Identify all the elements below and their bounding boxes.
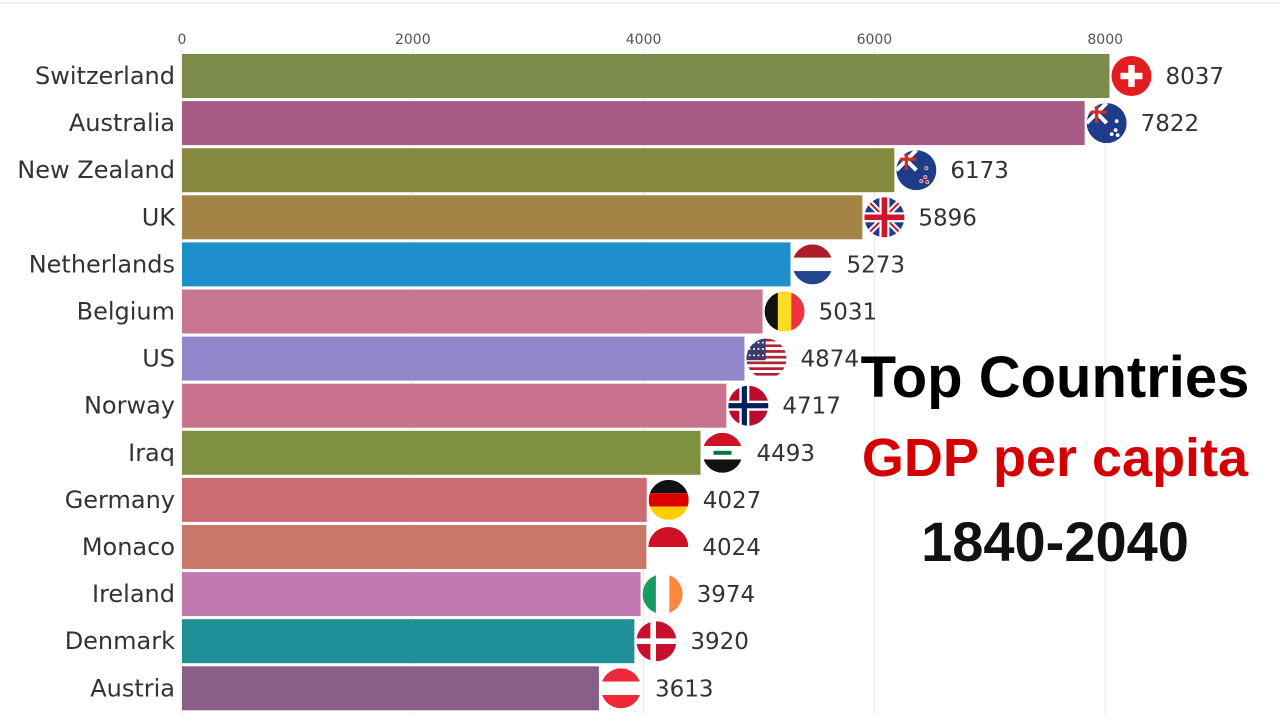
value-label: 4493	[756, 441, 815, 467]
bar-row: Denmark 3920	[65, 619, 749, 664]
bar-row: Netherlands 5273	[29, 242, 906, 287]
category-label: Netherlands	[29, 250, 175, 278]
bars: Switzerland 8037 Australia 7822 New Zealand 6…	[17, 54, 1224, 711]
flag-denmark-icon	[636, 621, 677, 662]
bar-row: Ireland 3974	[92, 572, 756, 617]
bar-row: UK 5896	[142, 195, 977, 240]
x-axis-ticks: 0 2000 4000 6000 8000	[178, 32, 1123, 48]
value-label: 4024	[702, 535, 761, 561]
value-label: 6173	[950, 158, 1009, 184]
category-label: Germany	[65, 486, 175, 514]
x-tick-label: 6000	[857, 32, 893, 48]
category-label: Norway	[84, 392, 175, 420]
bar	[182, 289, 763, 334]
category-label: Monaco	[82, 533, 175, 561]
bar-row: Belgium 5031	[77, 289, 878, 334]
flag-netherlands-icon	[792, 244, 833, 285]
value-label: 4027	[703, 488, 762, 514]
x-tick-label: 2000	[395, 32, 431, 48]
bar-row: Switzerland 8037	[35, 54, 1224, 98]
value-label: 5896	[918, 205, 977, 231]
flag-ireland-icon	[642, 574, 683, 615]
flag-germany-icon	[648, 479, 689, 520]
category-label: Australia	[69, 109, 175, 137]
bar-row: New Zealand 6173	[17, 148, 1009, 193]
bar	[182, 666, 599, 711]
category-label: Ireland	[92, 580, 175, 608]
flag-uk-icon	[864, 197, 905, 238]
bar-row: US 4874	[142, 336, 859, 381]
category-label: Iraq	[128, 439, 175, 467]
bar	[182, 619, 635, 664]
bar	[182, 336, 745, 381]
category-label: Switzerland	[35, 62, 175, 90]
value-label: 5031	[819, 300, 878, 326]
flag-us-icon	[746, 338, 787, 379]
value-label: 5273	[847, 252, 906, 278]
bar	[182, 430, 701, 475]
flag-iraq-icon	[702, 432, 743, 473]
bar-row: Austria 3613	[90, 666, 714, 711]
value-label: 3920	[690, 629, 749, 655]
value-label: 7822	[1141, 111, 1200, 137]
bar	[182, 242, 791, 287]
bar	[182, 525, 647, 569]
flag-australia-icon	[1086, 103, 1127, 144]
bar	[182, 54, 1110, 98]
bar-row: Iraq 4493	[128, 430, 815, 475]
value-label: 3974	[697, 582, 756, 608]
bar-row: Australia 7822	[69, 101, 1200, 146]
value-label: 3613	[655, 676, 714, 702]
bar-row: Monaco 4024	[82, 525, 761, 569]
bar	[182, 148, 895, 193]
flag-monaco-icon	[648, 527, 689, 567]
bar	[182, 383, 727, 428]
category-label: Belgium	[77, 298, 175, 326]
flag-norway-icon	[728, 385, 769, 426]
bar-row: Germany 4027	[65, 477, 762, 522]
flag-switzerland-icon	[1111, 56, 1152, 96]
value-label: 4874	[800, 347, 859, 373]
bar	[182, 101, 1085, 146]
category-label: Austria	[90, 674, 175, 702]
x-tick-label: 8000	[1087, 32, 1123, 48]
flag-new-zealand-icon	[896, 150, 937, 191]
chart-subtitle: GDP per capita	[861, 428, 1249, 488]
chart-title: Top Countries	[860, 345, 1250, 410]
category-label: Denmark	[65, 627, 175, 655]
category-label: US	[142, 345, 175, 373]
value-label: 8037	[1165, 64, 1224, 90]
bar	[182, 477, 647, 522]
x-tick-label: 0	[178, 32, 187, 48]
category-label: New Zealand	[17, 156, 175, 184]
category-label: UK	[142, 203, 177, 231]
bar	[182, 572, 641, 617]
x-tick-label: 4000	[626, 32, 662, 48]
bar-row: Norway 4717	[84, 383, 841, 428]
bar	[182, 195, 863, 240]
chart-title-block: Top Countries GDP per capita 1840-2040	[830, 340, 1280, 584]
value-label: 4717	[782, 394, 841, 420]
chart-period: 1840-2040	[921, 510, 1189, 573]
flag-belgium-icon	[764, 291, 805, 332]
flag-austria-icon	[600, 668, 641, 709]
